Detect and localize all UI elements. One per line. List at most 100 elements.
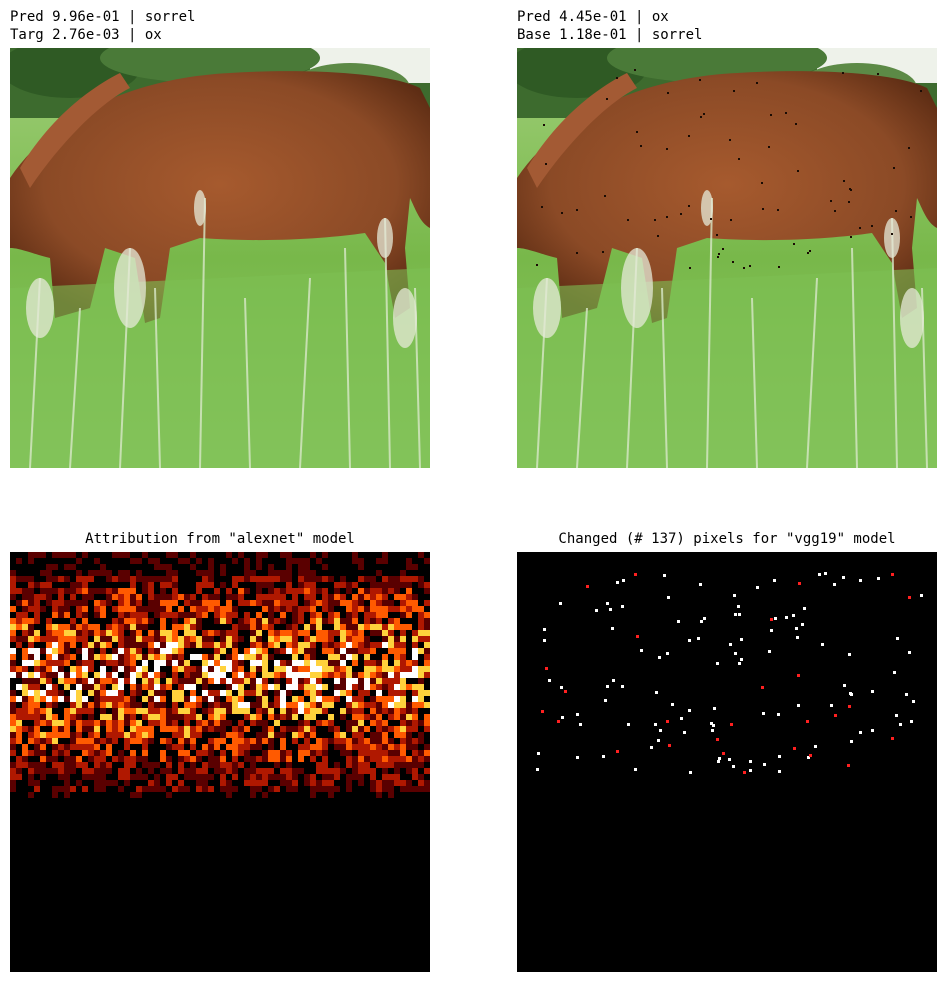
heatmap-cell	[166, 708, 172, 714]
heatmap-cell	[154, 912, 160, 918]
heatmap-cell	[58, 612, 64, 618]
heatmap-cell	[232, 558, 238, 564]
heatmap-cell	[214, 606, 220, 612]
heatmap-cell	[268, 966, 274, 972]
heatmap-cell	[100, 936, 106, 942]
heatmap-cell	[256, 648, 262, 654]
heatmap-cell	[418, 702, 424, 708]
heatmap-cell	[310, 606, 316, 612]
heatmap-cell	[364, 744, 370, 750]
heatmap-cell	[334, 666, 340, 672]
heatmap-cell	[244, 582, 250, 588]
heatmap-cell	[130, 774, 136, 780]
heatmap-cell	[340, 738, 346, 744]
heatmap-cell	[424, 624, 430, 630]
heatmap-cell	[118, 552, 124, 558]
heatmap-cell	[418, 684, 424, 690]
heatmap-cell	[100, 750, 106, 756]
heatmap-cell	[202, 678, 208, 684]
heatmap-cell	[142, 726, 148, 732]
heatmap-cell	[148, 624, 154, 630]
heatmap-cell	[52, 762, 58, 768]
heatmap-cell	[316, 672, 322, 678]
heatmap-cell	[70, 558, 76, 564]
heatmap-cell	[370, 780, 376, 786]
perturbation-dot	[843, 180, 845, 182]
heatmap-cell	[280, 846, 286, 852]
heatmap-cell	[268, 738, 274, 744]
heatmap-cell	[190, 762, 196, 768]
heatmap-cell	[58, 576, 64, 582]
heatmap-cell	[262, 660, 268, 666]
heatmap-cell	[418, 792, 424, 798]
heatmap-cell	[148, 804, 154, 810]
heatmap-cell	[418, 624, 424, 630]
heatmap-cell	[52, 696, 58, 702]
heatmap-cell	[46, 648, 52, 654]
heatmap-cell	[64, 780, 70, 786]
heatmap-cell	[118, 954, 124, 960]
heatmap-cell	[118, 870, 124, 876]
heatmap-cell	[274, 828, 280, 834]
heatmap-cell	[70, 552, 76, 558]
heatmap-cell	[364, 684, 370, 690]
heatmap-cell	[316, 918, 322, 924]
heatmap-cell	[304, 648, 310, 654]
heatmap-cell	[130, 888, 136, 894]
heatmap-cell	[34, 702, 40, 708]
heatmap-cell	[28, 660, 34, 666]
heatmap-cell	[172, 720, 178, 726]
heatmap-cell	[424, 564, 430, 570]
heatmap-cell	[94, 792, 100, 798]
heatmap-cell	[304, 564, 310, 570]
heatmap-cell	[262, 624, 268, 630]
changed-pixel	[668, 744, 671, 747]
heatmap-cell	[352, 762, 358, 768]
heatmap-cell	[370, 966, 376, 972]
perturbation-dot	[710, 218, 712, 220]
heatmap-cell	[334, 732, 340, 738]
heatmap-cell	[208, 576, 214, 582]
heatmap-cell	[118, 594, 124, 600]
heatmap-cell	[280, 732, 286, 738]
perturbation-dot	[850, 189, 852, 191]
heatmap-cell	[28, 762, 34, 768]
heatmap-cell	[256, 948, 262, 954]
heatmap-cell	[394, 906, 400, 912]
heatmap-cell	[58, 876, 64, 882]
heatmap-cell	[88, 678, 94, 684]
heatmap-cell	[406, 672, 412, 678]
heatmap-cell	[418, 834, 424, 840]
heatmap-cell	[286, 672, 292, 678]
heatmap-cell	[58, 558, 64, 564]
heatmap-cell	[124, 606, 130, 612]
heatmap-cell	[268, 798, 274, 804]
heatmap-cell	[34, 654, 40, 660]
heatmap-cell	[232, 660, 238, 666]
heatmap-cell	[154, 948, 160, 954]
heatmap-cell	[274, 690, 280, 696]
heatmap-cell	[202, 696, 208, 702]
heatmap-cell	[286, 588, 292, 594]
heatmap-cell	[142, 786, 148, 792]
heatmap-cell	[16, 642, 22, 648]
heatmap-cell	[238, 900, 244, 906]
heatmap-cell	[202, 756, 208, 762]
heatmap-cell	[130, 558, 136, 564]
changed-pixel	[749, 769, 752, 772]
heatmap-cell	[100, 612, 106, 618]
heatmap-cell	[298, 762, 304, 768]
heatmap-cell	[64, 714, 70, 720]
heatmap-cell	[148, 630, 154, 636]
heatmap-cell	[82, 600, 88, 606]
heatmap-cell	[352, 636, 358, 642]
heatmap-cell	[220, 732, 226, 738]
heatmap-cell	[40, 624, 46, 630]
heatmap-cell	[46, 876, 52, 882]
heatmap-cell	[148, 810, 154, 816]
heatmap-cell	[256, 720, 262, 726]
heatmap-cell	[160, 720, 166, 726]
heatmap-cell	[70, 774, 76, 780]
heatmap-cell	[142, 924, 148, 930]
heatmap-cell	[190, 636, 196, 642]
